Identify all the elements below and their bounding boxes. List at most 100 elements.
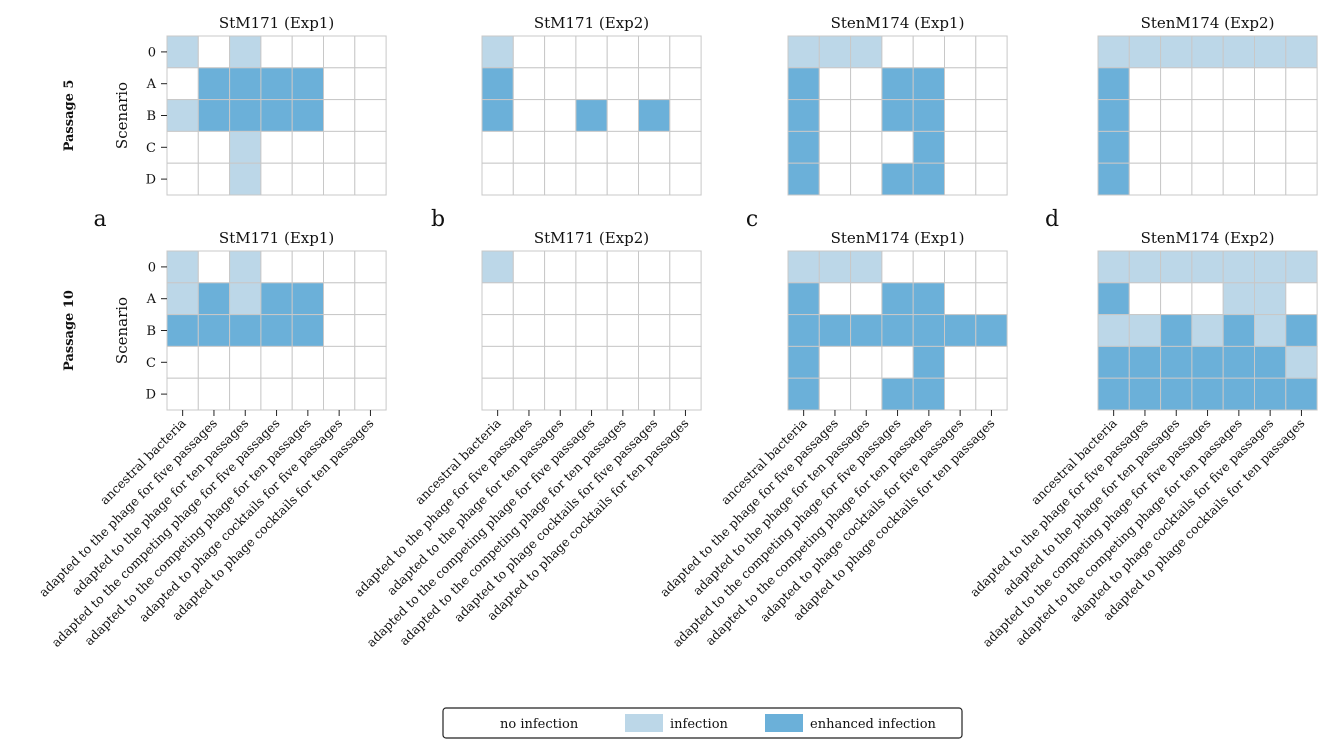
heatmap-cell <box>354 99 387 132</box>
heatmap-cell <box>638 99 671 132</box>
heatmap-cell <box>1097 250 1130 284</box>
heatmap-cell <box>606 377 640 411</box>
heatmap-cell <box>260 282 293 316</box>
heatmap-cell <box>229 35 262 69</box>
heatmap-cell <box>850 67 883 101</box>
heatmap-cell <box>323 345 356 379</box>
heatmap-cell <box>787 250 820 284</box>
heatmap-cell <box>912 130 946 164</box>
heatmap-cell <box>229 377 262 411</box>
heatmap-cell <box>881 130 914 164</box>
heatmap-cell <box>354 250 387 284</box>
heatmap-cell <box>669 35 702 69</box>
heatmap-cell <box>975 35 1008 69</box>
legend-label: enhanced infection <box>810 717 937 732</box>
heatmap-cell <box>260 67 293 101</box>
heatmap-cell <box>1128 35 1162 69</box>
heatmap-cell <box>291 314 325 347</box>
heatmap-cell <box>575 250 608 284</box>
heatmap-cell <box>944 250 977 284</box>
heatmap-cell <box>229 99 262 132</box>
heatmap-cell <box>638 345 671 379</box>
heatmap-cell <box>638 250 671 284</box>
heatmap-cell <box>354 130 387 164</box>
heatmap-cell <box>1128 99 1162 132</box>
heatmap-cell <box>606 130 640 164</box>
heatmap-cell <box>1097 67 1130 101</box>
heatmap-cell <box>850 99 883 132</box>
heatmap-cell <box>1128 345 1162 379</box>
heatmap-cell <box>1254 67 1287 101</box>
heatmap-cell <box>912 250 946 284</box>
legend-box <box>442 707 963 739</box>
heatmap-cell <box>881 314 914 347</box>
heatmap-cell <box>229 67 262 101</box>
heatmap-cell <box>944 67 977 101</box>
heatmap-cell <box>166 314 199 347</box>
heatmap-cell <box>1191 345 1224 379</box>
heatmap-cell <box>1191 314 1224 347</box>
y-axis-label: Scenario <box>113 297 131 364</box>
heatmap-cell <box>544 130 577 164</box>
panel-letter: b <box>431 207 445 232</box>
heatmap-cell <box>944 345 977 379</box>
heatmap-cell <box>291 282 325 316</box>
heatmap-cell <box>944 314 977 347</box>
heatmap-cell <box>944 99 977 132</box>
heatmap-cell <box>1254 377 1287 411</box>
heatmap-cell <box>229 162 262 196</box>
heatmap-cell <box>291 35 325 69</box>
heatmap-cell <box>787 130 820 164</box>
x-tick-label: adapted to the competing phage for ten p… <box>396 416 629 649</box>
heatmap-cell <box>166 250 199 284</box>
heatmap-cell <box>818 162 852 196</box>
heatmap-cell <box>818 35 852 69</box>
heatmap-cell <box>638 377 671 411</box>
heatmap-cell <box>606 35 640 69</box>
panel-title: StenM174 (Exp1) <box>831 14 965 32</box>
heatmap-cell <box>975 314 1008 347</box>
legend-swatch <box>455 714 493 732</box>
heatmap-cell <box>544 162 577 196</box>
heatmap-cell <box>787 67 820 101</box>
heatmap-cell <box>1285 35 1318 69</box>
heatmap-cell <box>1285 377 1318 411</box>
heatmap-cell <box>323 35 356 69</box>
heatmap-cell <box>512 377 546 411</box>
heatmap-cell <box>818 67 852 101</box>
heatmap-cell <box>606 314 640 347</box>
heatmap-cell <box>912 35 946 69</box>
y-tick-label: B <box>146 324 156 339</box>
heatmap-cell <box>1222 162 1255 196</box>
heatmap-cell <box>638 282 671 316</box>
y-axis-label: Scenario <box>113 82 131 149</box>
heatmap-cell <box>850 345 883 379</box>
panel-title: StenM174 (Exp2) <box>1141 14 1275 32</box>
heatmap-cell <box>197 345 231 379</box>
heatmap-cell <box>354 162 387 196</box>
heatmap-cell <box>850 314 883 347</box>
heatmap-cell <box>260 314 293 347</box>
heatmap-cell <box>1097 99 1130 132</box>
heatmap-cell <box>669 377 702 411</box>
heatmap-cell <box>638 314 671 347</box>
heatmap-cell <box>669 282 702 316</box>
y-tick-label: 0 <box>148 260 156 275</box>
heatmap-cell <box>606 99 640 132</box>
heatmap-cell <box>1191 162 1224 196</box>
heatmap-cell <box>1097 282 1130 316</box>
heatmap-cell <box>787 35 820 69</box>
heatmap-cell <box>818 377 852 411</box>
heatmap-cell <box>1097 314 1130 347</box>
heatmap-cell <box>323 314 356 347</box>
heatmap-cell <box>481 282 514 316</box>
panel-title: StM171 (Exp2) <box>534 229 649 247</box>
heatmap-cell <box>1160 162 1193 196</box>
heatmap-cell <box>669 345 702 379</box>
x-tick-label: adapted to the competing phage for ten p… <box>81 416 314 649</box>
heatmap-cell <box>197 377 231 411</box>
heatmap-cell <box>787 314 820 347</box>
passage-row-label: Passage 10 <box>62 290 77 371</box>
heatmap-cell <box>669 250 702 284</box>
passage-row-label: Passage 5 <box>62 80 77 152</box>
